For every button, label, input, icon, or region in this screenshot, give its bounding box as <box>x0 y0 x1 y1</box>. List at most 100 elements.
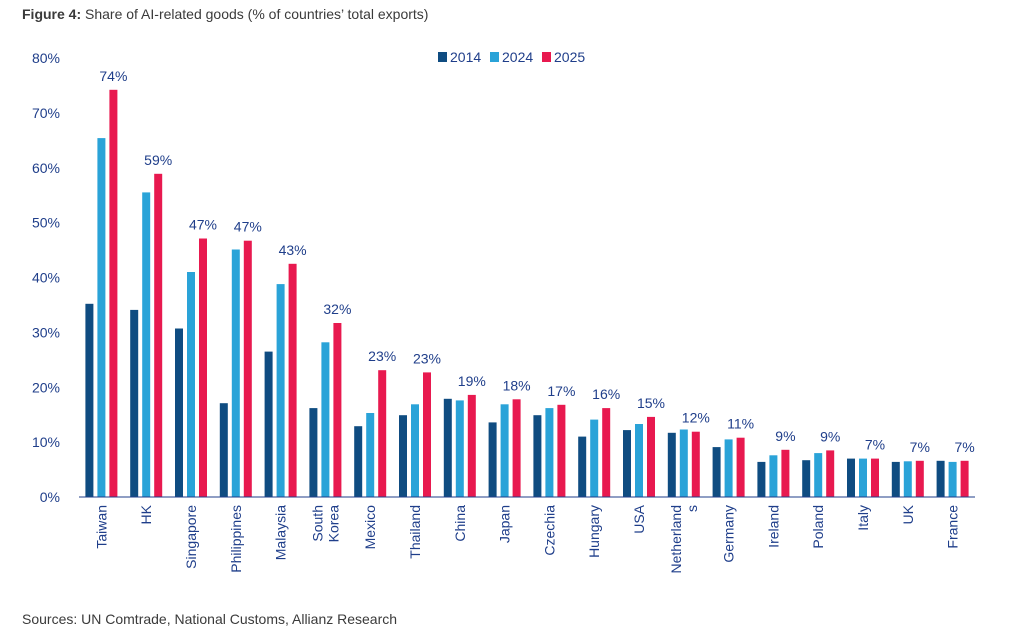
data-label: 12% <box>682 410 710 426</box>
bar-2024 <box>455 400 464 497</box>
bar-2014 <box>578 436 587 497</box>
bar-2025 <box>288 263 297 497</box>
bar-2024 <box>948 461 957 497</box>
data-label: 16% <box>592 386 620 402</box>
bar-2024 <box>859 458 867 497</box>
bar-2025 <box>691 431 700 497</box>
data-label: 17% <box>547 383 575 399</box>
bar-2025 <box>378 370 387 497</box>
data-label: 19% <box>458 373 486 389</box>
x-tick-label: Thailand <box>407 505 423 559</box>
bar-2024 <box>679 429 688 497</box>
bar-2014 <box>309 408 318 497</box>
y-tick-label: 50% <box>32 215 60 231</box>
bar-2025 <box>109 89 118 498</box>
bars <box>85 89 969 498</box>
bar-2014 <box>443 398 452 497</box>
y-tick-label: 40% <box>32 270 60 286</box>
data-label: 7% <box>910 439 930 455</box>
data-label: 18% <box>503 377 531 393</box>
x-tick-label: Czechia <box>541 505 557 556</box>
bar-2014 <box>757 461 766 497</box>
bar-2014 <box>936 460 945 497</box>
bar-2024 <box>97 138 106 497</box>
x-tick-label: Korea <box>325 505 341 543</box>
figure-title: Figure 4: Share of AI-related goods (% o… <box>22 6 428 22</box>
y-tick-label: 10% <box>32 434 60 450</box>
x-tick-label: France <box>945 505 961 549</box>
bar-2025 <box>557 404 566 497</box>
bar-2025 <box>467 394 476 497</box>
bar-2024 <box>590 419 599 497</box>
bar-2024 <box>366 413 375 497</box>
x-tick-label: Ireland <box>765 505 781 548</box>
data-label: 9% <box>775 428 795 444</box>
bar-2014 <box>623 430 631 497</box>
bar-2025 <box>826 450 835 497</box>
figure-title-lead: Figure 4: <box>22 6 82 22</box>
y-axis: 0% 10% 20% 30% 40% 50% 60% 70% 80% <box>32 50 60 505</box>
source-note: Sources: UN Comtrade, National Customs, … <box>22 611 398 627</box>
bar-2025 <box>915 460 924 497</box>
data-label: 43% <box>279 242 307 258</box>
bar-2024 <box>635 424 643 497</box>
bar-2014 <box>85 303 94 497</box>
data-label: 23% <box>413 350 441 366</box>
bar-2014 <box>802 460 811 497</box>
bar-2014 <box>354 426 363 497</box>
x-tick-label: UK <box>900 504 916 524</box>
y-tick-label: 0% <box>40 489 60 505</box>
bar-2025 <box>154 173 163 498</box>
x-tick-label: Hungary <box>586 505 602 558</box>
data-label: 59% <box>144 152 172 168</box>
x-tick-label: Taiwan <box>93 505 109 549</box>
y-tick-label: 60% <box>32 160 60 176</box>
data-label: 7% <box>865 437 885 453</box>
data-label: 23% <box>368 348 396 364</box>
bar-2014 <box>891 461 900 497</box>
bar-2024 <box>903 461 912 497</box>
legend-swatch-2024 <box>490 52 499 62</box>
bar-2024 <box>321 342 330 497</box>
y-tick-label: 20% <box>32 379 60 395</box>
legend-label-2014: 2014 <box>450 49 481 65</box>
x-tick-label: Italy <box>855 505 871 531</box>
bar-2025 <box>512 399 521 497</box>
bar-2024 <box>187 272 195 497</box>
bar-2025 <box>423 372 431 497</box>
bar-2014 <box>847 458 855 497</box>
data-label: 47% <box>189 217 217 233</box>
bar-2025 <box>960 460 969 497</box>
bar-2025 <box>602 408 611 497</box>
x-tick-label: Malaysia <box>273 505 289 560</box>
y-tick-label: 30% <box>32 324 60 340</box>
data-label: 32% <box>323 301 351 317</box>
data-label: 15% <box>637 395 665 411</box>
bar-2024 <box>276 284 285 497</box>
data-label: 74% <box>99 68 127 84</box>
bar-2024 <box>142 192 151 497</box>
x-tick-label: Netherland <box>668 505 684 574</box>
bar-2025 <box>736 437 745 497</box>
x-axis: Taiwan HK Singapore Philippines Malaysia Sout… <box>93 504 960 573</box>
bar-2014 <box>264 351 273 497</box>
bar-2024 <box>500 404 509 497</box>
bar-2014 <box>219 403 228 497</box>
x-tick-label: HK <box>138 504 154 524</box>
bar-2014 <box>488 422 497 497</box>
bar-2024 <box>545 408 554 497</box>
x-tick-label: Japan <box>497 505 513 543</box>
bar-2014 <box>175 328 183 497</box>
bar-2025 <box>871 458 879 497</box>
bar-2014 <box>712 447 721 497</box>
bar-2014 <box>130 309 139 497</box>
data-labels: 74% 59% 47% 47% 43% 32% 23% 23% 19% 18% 17% 16% 15% 1… <box>99 68 974 455</box>
x-tick-label: Mexico <box>362 505 378 550</box>
bar-2025 <box>647 416 655 497</box>
data-label: 9% <box>820 428 840 444</box>
legend-label-2024: 2024 <box>502 49 533 65</box>
legend: 2014 2024 2025 <box>438 49 585 65</box>
legend-swatch-2014 <box>438 52 447 62</box>
bar-2024 <box>411 404 419 497</box>
data-label: 47% <box>234 219 262 235</box>
